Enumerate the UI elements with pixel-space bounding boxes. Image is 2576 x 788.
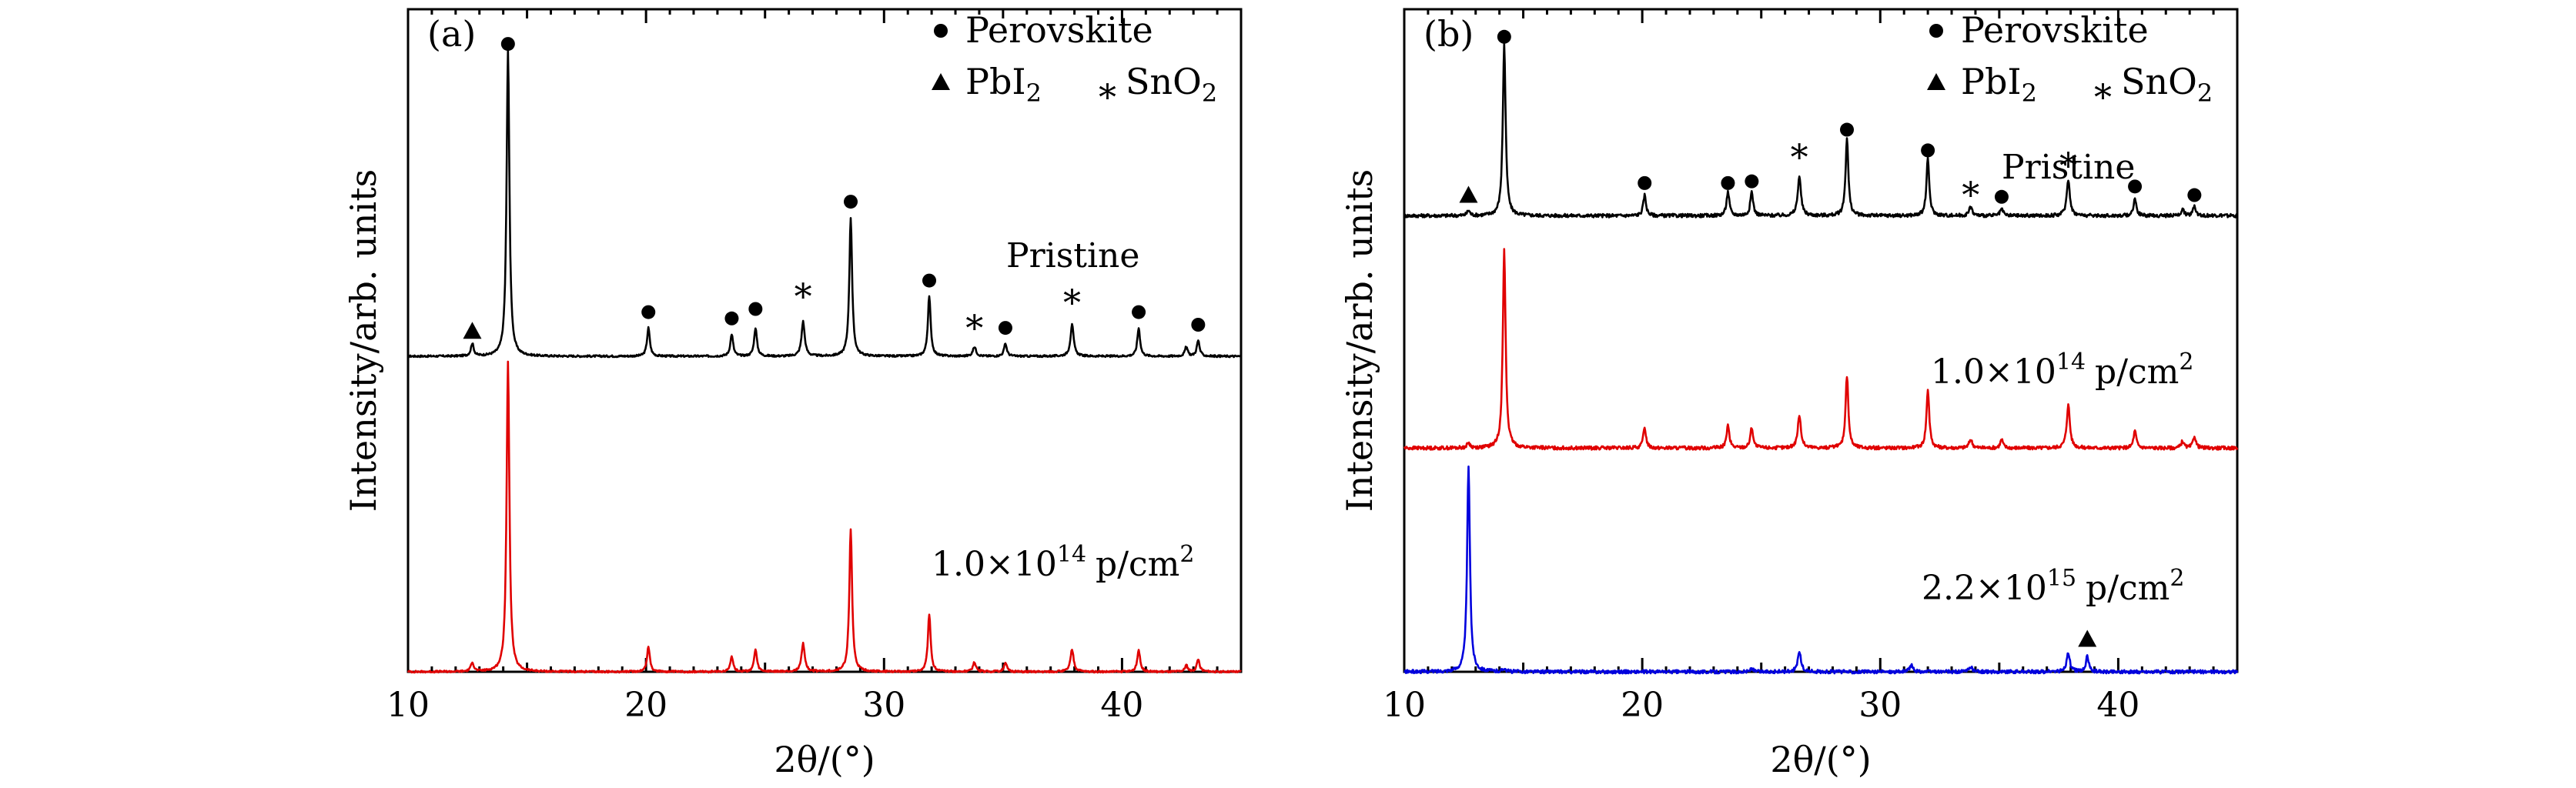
peak-marker-asterisk: *: [1791, 136, 1808, 178]
peak-marker-circle: [748, 302, 763, 316]
x-axis-label: 2θ/(°): [774, 739, 875, 780]
series-label-base: 10: [2013, 352, 2056, 392]
peak-marker-circle: [1497, 29, 1511, 44]
x-tick-label: 20: [1621, 686, 1664, 725]
legend-marker-pbi2: [1927, 73, 1945, 90]
peak-marker-circle: [922, 273, 937, 288]
legend-sno2-sub: 2: [1202, 78, 1217, 108]
peak-marker-asterisk: *: [2059, 145, 2077, 186]
legend-marker-sno2: *: [1099, 76, 1116, 118]
series-label-unit-exp: 2: [1179, 541, 1194, 568]
legend-marker-pbi2: [932, 73, 950, 90]
series-label-text: Pristine: [2002, 148, 2135, 187]
series-label-unit: p/cm: [1096, 545, 1179, 584]
series-label-base: 10: [2004, 569, 2047, 608]
series-label-text: Pristine: [1006, 236, 1139, 275]
legend-pbi2-base: PbI: [1961, 61, 2022, 102]
series-label-times: ×: [1975, 569, 2004, 608]
peak-marker-triangle: [463, 322, 482, 339]
peak-marker-circle: [1132, 305, 1146, 319]
series-label-exponent: 14: [1057, 541, 1086, 568]
y-axis-label: Intensity/arb. units: [1339, 169, 1380, 513]
xrd-curve-series-1: [1403, 248, 2239, 451]
series-label-unit: p/cm: [2086, 569, 2170, 608]
series-label-unit-exp: 2: [2179, 349, 2193, 376]
x-tick-label: 10: [386, 686, 430, 725]
peak-marker-circle: [844, 195, 858, 209]
x-tick-label: 20: [624, 686, 667, 725]
series-label-2: 2.2×1015 p/cm2: [1922, 565, 2185, 608]
legend-sno2-base: SnO: [2121, 61, 2197, 102]
legend-label-pbi2: PbI2: [965, 61, 1042, 108]
peak-marker-triangle: [1459, 185, 1478, 203]
peak-marker-circle: [2128, 179, 2143, 194]
peak-marker-circle: [500, 37, 515, 52]
legend-label-sno2: SnO2: [2121, 61, 2213, 108]
y-axis-label: Intensity/arb. units: [343, 169, 384, 513]
legend-label-sno2: SnO2: [1126, 61, 1217, 108]
panel-b: 10 20 30 40 2θ/(°) Intensity/arb. units (b) Per…: [1339, 8, 2239, 780]
series-label-mantissa: 1.0: [1931, 352, 1985, 392]
peak-marker-circle: [1638, 175, 1652, 190]
legend-label-pbi2: PbI2: [1961, 61, 2037, 108]
series-label-1: 1.0×1014 p/cm2: [932, 541, 1195, 584]
legend-marker-perovskite: [934, 24, 948, 38]
peak-marker-circle: [1994, 189, 2009, 204]
panel-a: 10 20 30 40 2θ/(°) Intensity/arb. units (a) Per…: [343, 8, 1243, 780]
x-axis-label: 2θ/(°): [1770, 739, 1871, 780]
peak-marker-circle: [1721, 175, 1735, 190]
x-tick-label: 30: [862, 686, 905, 725]
xrd-curve-series-1: [406, 360, 1242, 674]
peak-marker-triangle: [2078, 629, 2097, 647]
series-label-times: ×: [985, 545, 1014, 584]
series-label-unit: p/cm: [2095, 352, 2179, 392]
series-label-times: ×: [1985, 352, 2013, 392]
peak-marker-circle: [998, 321, 1012, 336]
x-tick-label: 30: [1858, 686, 1902, 725]
series-label-exponent: 14: [2056, 349, 2086, 376]
legend-pbi2-base: PbI: [965, 61, 1026, 102]
legend-marker-perovskite: [1929, 24, 1943, 38]
xrd-curve-series-0: [1403, 42, 2239, 219]
series-label-0: Pristine: [2002, 148, 2135, 187]
series-label-0: Pristine: [1006, 236, 1139, 275]
legend-sno2-base: SnO: [1126, 61, 1202, 102]
peak-marker-asterisk: *: [795, 275, 812, 317]
series-label-unit-exp: 2: [2170, 565, 2184, 592]
peak-marker-asterisk: *: [1962, 174, 1979, 215]
peak-marker-circle: [1191, 318, 1206, 332]
x-tick-label: 10: [1383, 686, 1426, 725]
series-label-exponent: 15: [2047, 565, 2076, 592]
peak-marker-circle: [1840, 122, 1855, 137]
legend-marker-sno2: *: [2094, 76, 2112, 118]
legend-sno2-sub: 2: [2197, 78, 2213, 108]
peak-marker-circle: [641, 305, 656, 319]
series-label-base: 10: [1014, 545, 1057, 584]
peak-marker-asterisk: *: [965, 307, 983, 349]
legend-pbi2-sub: 2: [1026, 78, 1042, 108]
panel-tag: (a): [427, 13, 476, 55]
series-label-mantissa: 1.0: [932, 545, 985, 584]
peak-marker-asterisk: *: [1063, 282, 1081, 323]
legend-label-perovskite: Perovskite: [1961, 9, 2149, 51]
peak-marker-circle: [2187, 188, 2202, 202]
peak-marker-circle: [1921, 143, 1935, 158]
panel-tag: (b): [1423, 13, 1474, 55]
xrd-curve-series-0: [407, 48, 1243, 359]
legend-label-perovskite: Perovskite: [965, 9, 1153, 51]
series-label-1: 1.0×1014 p/cm2: [1931, 349, 2194, 392]
peak-marker-circle: [1745, 174, 1759, 189]
legend-pbi2-sub: 2: [2022, 78, 2037, 108]
x-tick-label: 40: [2096, 686, 2139, 725]
peak-marker-circle: [724, 311, 739, 326]
series-label-mantissa: 2.2: [1922, 569, 1975, 608]
xrd-curve-series-2: [1403, 465, 2239, 675]
x-tick-label: 40: [1100, 686, 1143, 725]
